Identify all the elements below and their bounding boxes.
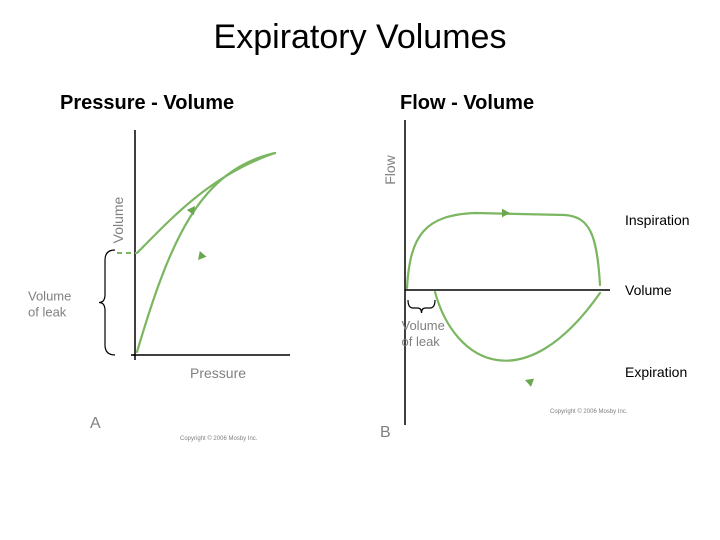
svg-text:Pressure: Pressure bbox=[190, 365, 246, 381]
svg-text:Flow: Flow bbox=[382, 154, 398, 184]
pressure-volume-diagram: VolumePressureVolumeof leakACopyright © … bbox=[20, 120, 340, 450]
svg-text:of leak: of leak bbox=[402, 334, 441, 349]
svg-text:Volume: Volume bbox=[402, 318, 445, 333]
svg-text:A: A bbox=[90, 415, 101, 432]
svg-text:Expiration: Expiration bbox=[625, 364, 687, 380]
subtitle-left: Pressure - Volume bbox=[60, 92, 234, 115]
slide: Expiratory Volumes Pressure - Volume Flo… bbox=[0, 0, 720, 540]
svg-text:of leak: of leak bbox=[28, 305, 67, 320]
slide-title: Expiratory Volumes bbox=[0, 18, 720, 57]
svg-text:Inspiration: Inspiration bbox=[625, 212, 690, 228]
panel-b: FlowInspirationVolumeExpirationVolumeof … bbox=[375, 115, 715, 475]
svg-text:Volume: Volume bbox=[28, 289, 71, 304]
subtitle-right: Flow - Volume bbox=[400, 92, 534, 115]
panel-a: VolumePressureVolumeof leakACopyright © … bbox=[20, 120, 340, 450]
svg-text:B: B bbox=[380, 424, 391, 441]
svg-text:Volume: Volume bbox=[110, 196, 126, 243]
flow-volume-diagram: FlowInspirationVolumeExpirationVolumeof … bbox=[375, 115, 715, 475]
svg-text:Volume: Volume bbox=[625, 282, 672, 298]
svg-text:Copyright © 2006 Mosby Inc.: Copyright © 2006 Mosby Inc. bbox=[180, 435, 258, 442]
svg-text:Copyright © 2006 Mosby Inc.: Copyright © 2006 Mosby Inc. bbox=[550, 408, 628, 415]
